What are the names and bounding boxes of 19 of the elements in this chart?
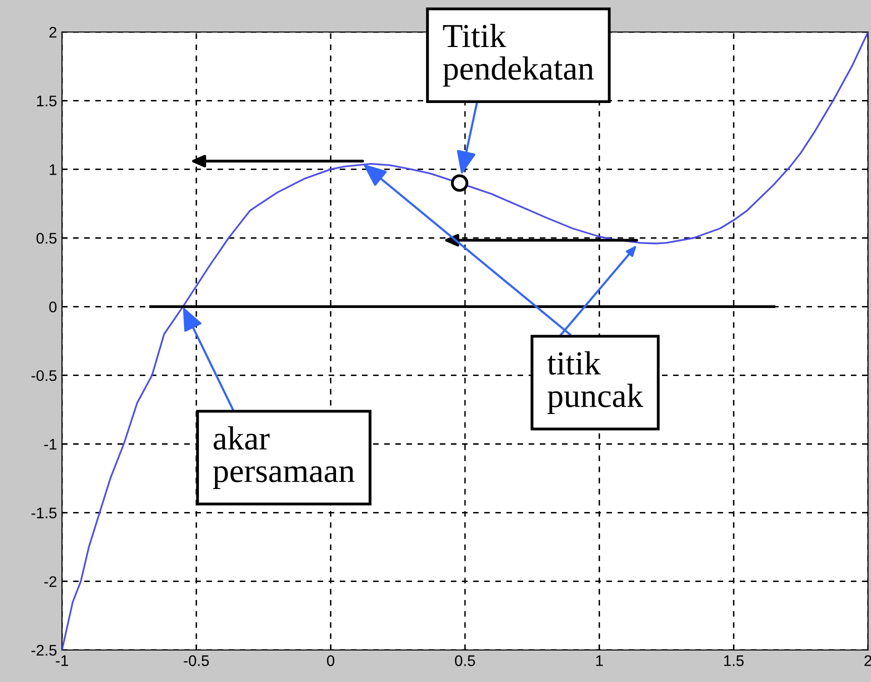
x-tick-label: 0.5 [454,655,475,666]
annotation: titik puncak [547,351,644,414]
y-tick-label: 2 [49,26,56,38]
x-tick-label: 1.5 [724,655,744,666]
x-tick-label: 1 [596,655,603,666]
x-tick-label: -0.5 [184,655,209,666]
x-tick-label: 0 [327,655,334,666]
y-tick-label: 0.5 [36,232,56,244]
y-tick-label: 1 [50,164,56,175]
y-tick-label: -2.5 [31,644,56,656]
y-tick-label: 1.5 [37,96,56,106]
y-tick-label: -1 [44,439,56,450]
y-tick-label: -2 [44,576,56,587]
y-tick-label: -0.5 [31,370,56,382]
annotation: akar persamaan [213,426,355,490]
y-tick-label: -1.5 [31,508,56,518]
x-tick-label: 2 [864,655,871,666]
annotation: Titik pendekatan [443,24,594,87]
y-tick-label: 0 [49,302,57,312]
